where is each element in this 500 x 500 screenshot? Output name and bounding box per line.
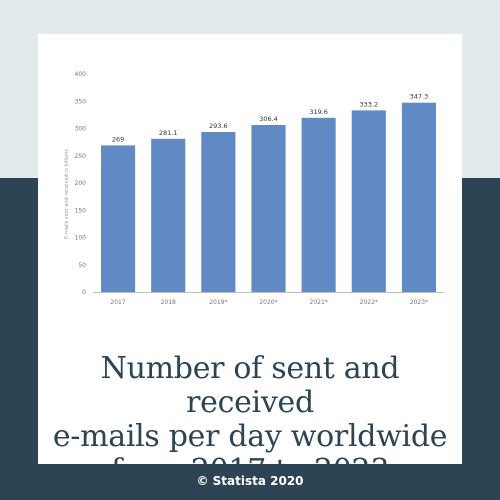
caption-line-2: e-mails per day worldwide bbox=[52, 419, 448, 454]
x-tick-label: 2022* bbox=[360, 299, 378, 306]
x-axis-ticks: 2017 2018 2019* 2020* 2021* 2022* 2023* bbox=[110, 299, 428, 306]
y-tick-label: 350 bbox=[75, 98, 87, 105]
y-tick-label: 400 bbox=[75, 71, 87, 78]
bar-value-label: 293.6 bbox=[209, 122, 228, 130]
x-tick-label: 2023* bbox=[410, 299, 428, 306]
bar bbox=[301, 117, 336, 293]
y-tick-label: 0 bbox=[82, 289, 86, 296]
y-tick-label: 50 bbox=[78, 262, 86, 269]
chart-caption: Number of sent and received e-mails per … bbox=[38, 352, 462, 488]
bar-value-label: 347.3 bbox=[410, 93, 429, 101]
bar bbox=[201, 131, 236, 292]
bar bbox=[151, 138, 186, 292]
bar-value-label: 306.4 bbox=[259, 115, 278, 123]
bar bbox=[251, 125, 286, 293]
caption-line-1: Number of sent and received bbox=[100, 351, 400, 420]
y-tick-label: 100 bbox=[75, 235, 87, 242]
x-tick-label: 2018 bbox=[161, 299, 176, 306]
bar bbox=[351, 110, 386, 292]
x-tick-label: 2020* bbox=[259, 299, 277, 306]
bar-value-label: 333.2 bbox=[359, 100, 378, 108]
bar bbox=[101, 145, 136, 292]
value-labels: 269 281.1 293.6 306.4 319.6 333.2 347.3 bbox=[112, 93, 428, 144]
y-axis-ticks: 0 50 100 150 200 250 300 350 400 bbox=[75, 71, 87, 296]
y-axis-label: E-mails sent and received in billions bbox=[64, 149, 70, 239]
x-tick-label: 2021* bbox=[310, 299, 328, 306]
bar-value-label: 319.6 bbox=[309, 108, 328, 116]
y-tick-label: 250 bbox=[75, 153, 87, 160]
chart-card: E-mails sent and received in billions 0 5… bbox=[38, 34, 462, 488]
y-tick-label: 150 bbox=[75, 207, 87, 214]
footer-credit: © Statista 2020 bbox=[196, 474, 304, 488]
x-tick-label: 2017 bbox=[110, 299, 125, 306]
bars bbox=[101, 102, 436, 293]
caption-line-3: from 2017 to 2023 bbox=[110, 453, 390, 488]
bar-value-label: 281.1 bbox=[159, 129, 178, 137]
y-tick-label: 200 bbox=[75, 180, 87, 187]
bar bbox=[401, 102, 436, 292]
bar-value-label: 269 bbox=[112, 135, 124, 143]
bar-chart: E-mails sent and received in billions 0 5… bbox=[64, 71, 444, 306]
x-tick-label: 2019* bbox=[209, 299, 227, 306]
y-tick-label: 300 bbox=[75, 126, 87, 133]
